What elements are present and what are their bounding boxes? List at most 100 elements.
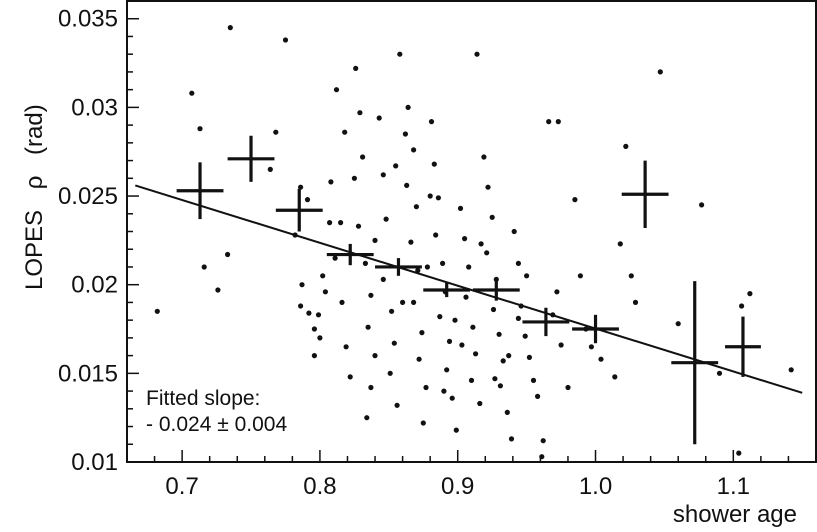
scatter-point xyxy=(419,330,425,336)
y-tick-label: 0.025 xyxy=(58,183,118,210)
scatter-point xyxy=(504,409,510,415)
scatter-point xyxy=(675,321,681,327)
scatter-point xyxy=(338,220,344,226)
scatter-point xyxy=(736,450,742,456)
scatter-point xyxy=(572,197,578,203)
scatter-point xyxy=(444,367,450,373)
scatter-point xyxy=(306,310,312,316)
scatter-point xyxy=(304,197,311,203)
binned-mean-errorbar xyxy=(472,279,520,301)
scatter-point xyxy=(535,393,541,399)
scatter-point xyxy=(342,129,348,135)
scatter-point xyxy=(343,344,349,350)
scatter-point xyxy=(485,184,491,190)
scatter-point xyxy=(628,273,634,279)
scatter-point xyxy=(699,202,705,208)
y-axis-title-symbol: ρ xyxy=(21,176,48,190)
scatter-point xyxy=(372,353,378,359)
scatter-point xyxy=(508,436,515,442)
scatter-point xyxy=(227,25,233,31)
binned-mean-errorbar xyxy=(621,160,669,228)
scatter-point xyxy=(320,273,326,279)
scatter-point xyxy=(393,163,399,169)
scatter-point xyxy=(459,342,465,348)
scatter-point xyxy=(225,251,231,258)
scatter-point xyxy=(298,184,304,190)
scatter-point xyxy=(462,236,468,242)
scatter-point xyxy=(530,377,537,383)
scatter-point xyxy=(376,115,382,121)
scatter-point xyxy=(405,104,411,110)
y-axis-title-unit: (rad) xyxy=(21,104,48,155)
scatter-point xyxy=(408,239,414,245)
scatter-point xyxy=(389,308,395,314)
scatter-point xyxy=(197,126,203,132)
scatter-point xyxy=(413,204,419,210)
y-tick-label: 0.02 xyxy=(71,272,118,299)
binned-mean-errorbar xyxy=(375,258,422,276)
scatter-point xyxy=(453,427,459,433)
scatter-point xyxy=(383,216,389,222)
scatter-point xyxy=(362,260,368,266)
scatter-point xyxy=(355,223,362,229)
x-axis-title: shower age xyxy=(673,501,797,528)
scatter-point xyxy=(522,333,528,339)
scatter-point xyxy=(411,299,417,305)
binned-mean-errorbar xyxy=(671,281,719,445)
x-tick-label: 0.8 xyxy=(303,473,336,500)
scatter-point xyxy=(423,384,429,391)
scatter-point xyxy=(424,264,430,270)
scatter-point xyxy=(470,324,476,330)
fitted-slope-label: Fitted slope: xyxy=(146,387,260,410)
scatter-point xyxy=(397,51,403,57)
scatter-point xyxy=(441,388,447,394)
scatter-point xyxy=(339,299,345,305)
scatter-point xyxy=(481,154,487,160)
scatter-point xyxy=(506,353,512,359)
scatter-point xyxy=(322,289,328,295)
fitted-slope-value: - 0.024 ± 0.004 xyxy=(146,413,287,436)
scatter-point xyxy=(546,119,552,125)
scatter-point xyxy=(357,110,363,116)
scatter-point xyxy=(463,294,469,300)
scatter-point xyxy=(404,182,410,188)
scatter-point xyxy=(449,395,455,401)
scatter-point xyxy=(515,315,522,321)
scatter-point xyxy=(484,250,490,256)
scatter-point xyxy=(332,255,338,261)
scatter-point xyxy=(360,154,366,160)
scatter-point xyxy=(400,299,406,305)
binned-means xyxy=(176,135,761,445)
scatter-point xyxy=(391,340,397,346)
scatter-point xyxy=(440,260,446,266)
scatter-point xyxy=(402,131,408,137)
scatter-point xyxy=(492,376,498,382)
scatter-point xyxy=(473,351,479,357)
scatter-point xyxy=(380,172,386,178)
scatter-point xyxy=(327,220,333,226)
scatter-point xyxy=(588,344,595,350)
binned-mean-errorbar xyxy=(572,314,619,344)
scatter-point xyxy=(315,312,322,318)
scatter-point xyxy=(565,384,571,391)
scatter-point xyxy=(282,37,289,43)
x-tick-label: 0.7 xyxy=(165,473,198,500)
scatter-point xyxy=(353,65,359,71)
scatter-point xyxy=(317,335,323,341)
scatter-point xyxy=(457,205,464,211)
scatter-point xyxy=(555,119,561,125)
scatter-point xyxy=(351,175,357,181)
x-tick-label: 1.0 xyxy=(579,473,612,500)
scatter-point xyxy=(515,260,522,266)
scatter-point xyxy=(612,374,618,380)
scatter-point xyxy=(478,241,484,247)
y-axis-title: LOPES ρ (rad) xyxy=(21,104,48,290)
x-tick-label: 0.9 xyxy=(441,473,474,500)
scatter-point xyxy=(427,193,433,199)
scatter-point xyxy=(415,267,421,274)
scatter-point xyxy=(411,147,417,153)
scatter-point xyxy=(267,166,273,172)
scatter-point xyxy=(333,87,340,93)
scatter-point xyxy=(394,402,400,408)
